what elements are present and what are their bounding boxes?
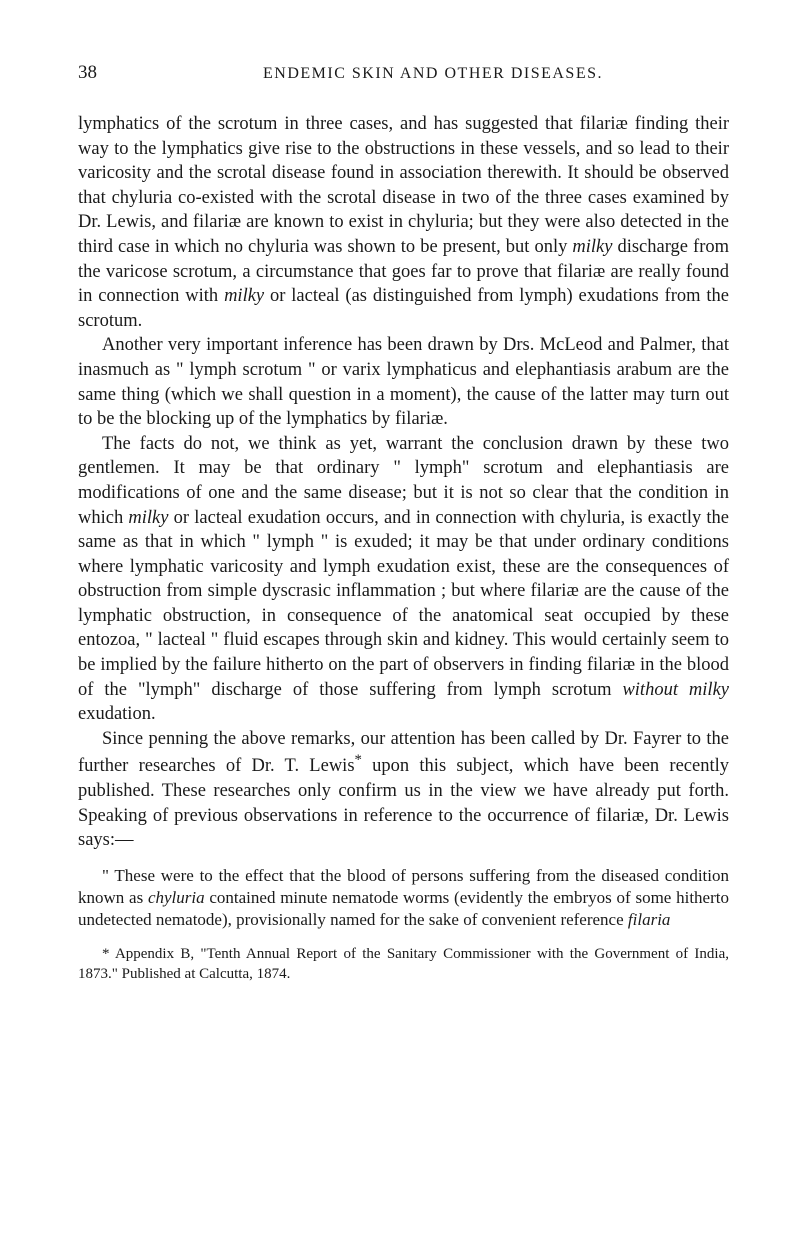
- quote-italic-2: filaria: [628, 910, 671, 929]
- p1-text-a: lymphatics of the scrotum in three cases…: [78, 114, 729, 257]
- p1-italic-2: milky: [224, 286, 264, 306]
- paragraph-3: The facts do not, we think as yet, warra…: [78, 432, 729, 727]
- p1-italic-1: milky: [572, 237, 612, 257]
- p4-asterisk: *: [355, 752, 362, 768]
- page-title: ENDEMIC SKIN AND OTHER DISEASES.: [137, 65, 729, 83]
- p3-text-c: exudation.: [78, 704, 156, 724]
- p3-italic-1: milky: [128, 508, 168, 528]
- paragraph-1: lymphatics of the scrotum in three cases…: [78, 112, 729, 333]
- body-text: lymphatics of the scrotum in three cases…: [78, 112, 729, 984]
- quote-paragraph: " These were to the effect that the bloo…: [78, 865, 729, 931]
- footnote-text: Appendix B, "Tenth Annual Report of the …: [78, 946, 729, 982]
- page-header: 38 ENDEMIC SKIN AND OTHER DISEASES.: [78, 62, 729, 84]
- p2-text: Another very important inference has bee…: [78, 335, 729, 429]
- quote-italic-1: chyluria: [148, 888, 205, 907]
- page-number: 38: [78, 62, 97, 84]
- paragraph-4: Since penning the above remarks, our att…: [78, 727, 729, 853]
- paragraph-2: Another very important inference has bee…: [78, 333, 729, 431]
- footnote: * Appendix B, "Tenth Annual Report of th…: [78, 945, 729, 984]
- footnote-marker: *: [102, 946, 110, 962]
- p3-italic-2: without milky: [622, 680, 729, 700]
- p3-text-b: or lacteal exudation occurs, and in conn…: [78, 508, 729, 700]
